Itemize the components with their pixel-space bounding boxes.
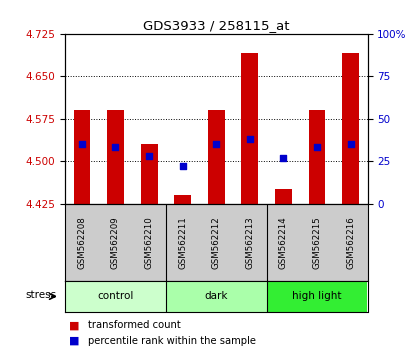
- Text: high light: high light: [292, 291, 342, 302]
- Text: GSM562209: GSM562209: [111, 216, 120, 269]
- Point: [347, 141, 354, 147]
- Text: ■: ■: [69, 320, 83, 330]
- Bar: [141, 144, 158, 204]
- FancyBboxPatch shape: [267, 281, 368, 312]
- Point: [79, 141, 85, 147]
- Point: [112, 145, 119, 150]
- Text: percentile rank within the sample: percentile rank within the sample: [88, 336, 256, 346]
- Point: [213, 141, 220, 147]
- Text: GSM562214: GSM562214: [279, 216, 288, 269]
- Text: transformed count: transformed count: [88, 320, 181, 330]
- Text: GSM562210: GSM562210: [144, 216, 154, 269]
- Bar: [241, 53, 258, 204]
- Bar: [107, 110, 124, 204]
- Text: ■: ■: [69, 336, 83, 346]
- Point: [247, 136, 253, 142]
- Bar: [74, 110, 90, 204]
- FancyBboxPatch shape: [65, 281, 166, 312]
- FancyBboxPatch shape: [166, 281, 267, 312]
- Text: GSM562215: GSM562215: [312, 216, 322, 269]
- Bar: [174, 195, 191, 204]
- Bar: [208, 110, 225, 204]
- Text: GSM562213: GSM562213: [245, 216, 255, 269]
- Text: GSM562211: GSM562211: [178, 216, 187, 269]
- Point: [314, 145, 320, 150]
- Point: [179, 163, 186, 169]
- Bar: [275, 189, 292, 204]
- Bar: [309, 110, 326, 204]
- Text: stress: stress: [26, 290, 57, 300]
- Text: control: control: [97, 291, 134, 302]
- Title: GDS3933 / 258115_at: GDS3933 / 258115_at: [143, 19, 289, 33]
- Bar: [342, 53, 359, 204]
- Point: [280, 155, 287, 160]
- Text: GSM562216: GSM562216: [346, 216, 355, 269]
- Text: GSM562208: GSM562208: [77, 216, 87, 269]
- Text: dark: dark: [205, 291, 228, 302]
- Point: [146, 153, 152, 159]
- Text: GSM562212: GSM562212: [212, 216, 221, 269]
